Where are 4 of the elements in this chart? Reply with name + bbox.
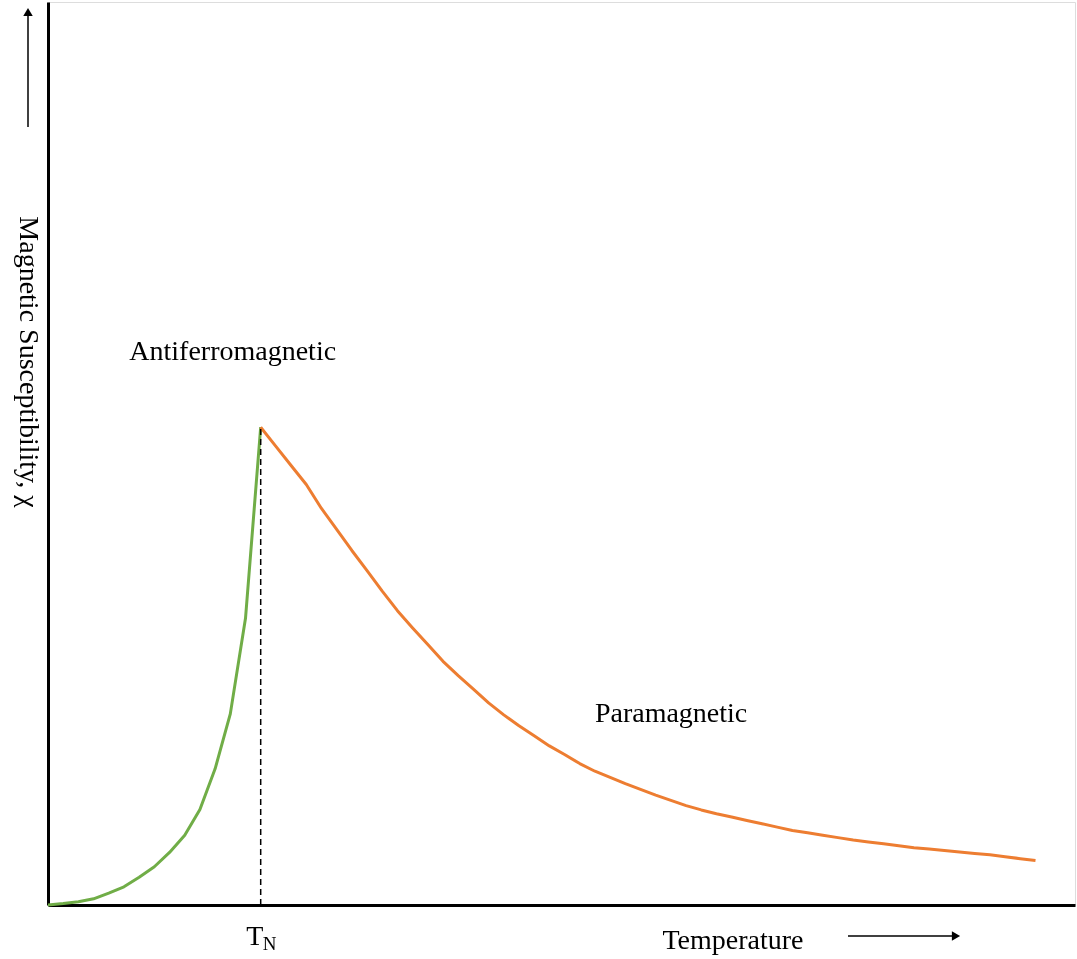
text: Antiferromagnetic — [129, 335, 337, 367]
y-axis-title: Magnetic Susceptibility, χ — [14, 216, 45, 509]
x-axis-title: Temperature — [662, 924, 804, 955]
series-label: Paramagnetic — [594, 696, 748, 728]
